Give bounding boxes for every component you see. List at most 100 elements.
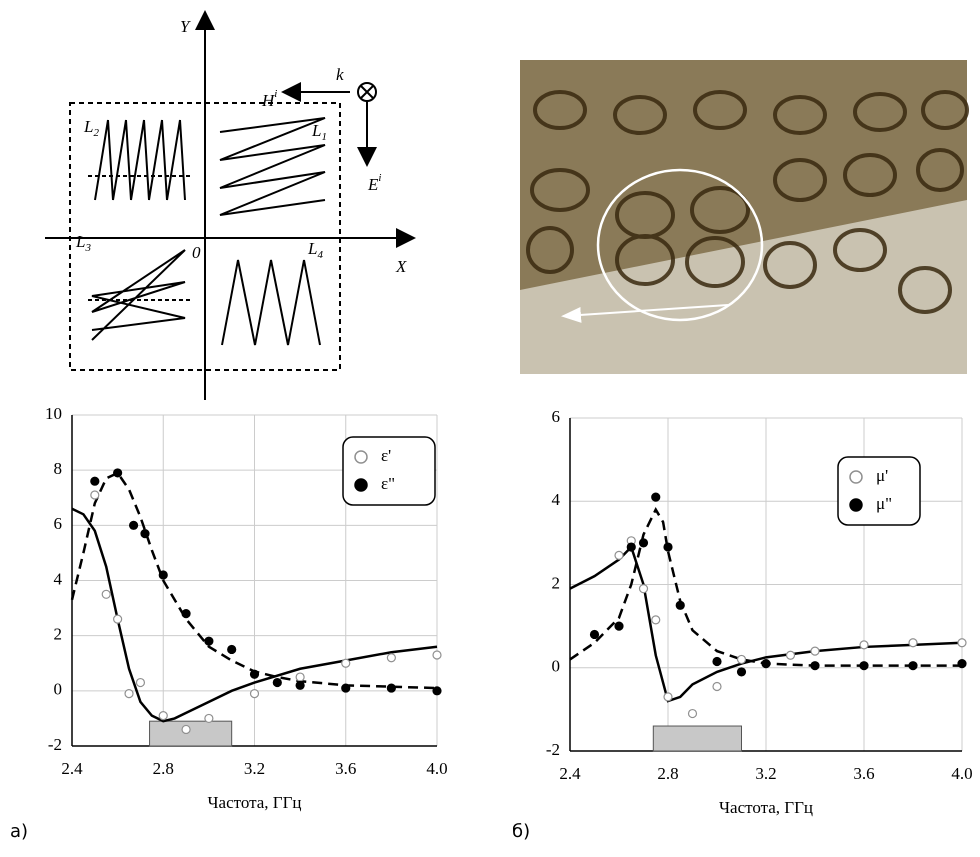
data-point bbox=[675, 600, 685, 610]
data-point bbox=[432, 686, 442, 696]
label-main: L bbox=[311, 121, 321, 140]
label-sub: 3 bbox=[84, 242, 91, 254]
diagram-label: Y bbox=[180, 17, 191, 36]
diagram-label: k bbox=[336, 65, 344, 84]
data-point bbox=[736, 667, 747, 677]
data-point bbox=[614, 550, 624, 560]
x-tick-label: 3.2 bbox=[244, 759, 265, 778]
label-main: 0 bbox=[192, 243, 201, 262]
y-tick-label: 2 bbox=[552, 573, 561, 592]
label-main: L bbox=[83, 117, 93, 136]
label-sub: 2 bbox=[93, 127, 99, 139]
data-point bbox=[432, 650, 442, 660]
label-main: Y bbox=[180, 17, 191, 36]
label-sub: 1 bbox=[321, 131, 327, 143]
y-tick-label: 0 bbox=[54, 680, 63, 699]
diagram-label: Hi bbox=[261, 88, 277, 110]
data-point bbox=[638, 584, 649, 594]
y-tick-label: 6 bbox=[54, 514, 63, 533]
data-point bbox=[589, 629, 600, 640]
x-axis-label: Частота, ГГц bbox=[719, 798, 813, 817]
data-point bbox=[181, 724, 191, 735]
data-point bbox=[135, 677, 146, 688]
y-tick-label: -2 bbox=[546, 740, 560, 759]
data-point bbox=[158, 570, 168, 580]
data-point bbox=[761, 658, 771, 669]
data-point bbox=[386, 653, 396, 663]
data-point bbox=[614, 621, 624, 631]
data-point bbox=[957, 658, 967, 669]
label-main: E bbox=[367, 175, 379, 194]
x-tick-label: 3.6 bbox=[853, 764, 874, 783]
data-point bbox=[651, 615, 661, 625]
x-tick-label: 2.4 bbox=[559, 764, 581, 783]
data-point bbox=[90, 490, 100, 500]
data-point bbox=[140, 529, 150, 539]
x-tick-label: 3.2 bbox=[755, 764, 776, 783]
photo bbox=[520, 60, 969, 374]
diagram-label: L3 bbox=[75, 232, 91, 254]
data-point bbox=[810, 661, 820, 671]
data-point bbox=[295, 680, 305, 690]
data-point bbox=[908, 638, 918, 648]
data-point bbox=[712, 656, 722, 667]
data-point bbox=[227, 644, 237, 655]
curve bbox=[569, 544, 963, 703]
data-point bbox=[663, 542, 673, 552]
data-point bbox=[859, 661, 869, 671]
x-tick-label: 2.4 bbox=[61, 759, 83, 778]
data-point bbox=[113, 614, 123, 624]
data-point bbox=[736, 654, 747, 665]
data-point bbox=[712, 681, 722, 692]
y-tick-label: 4 bbox=[54, 569, 63, 588]
y-tick-label: 4 bbox=[552, 490, 561, 509]
data-point bbox=[272, 677, 282, 688]
data-point bbox=[859, 640, 869, 650]
data-point bbox=[810, 646, 820, 656]
y-tick-label: 10 bbox=[45, 404, 62, 423]
y-tick-label: 6 bbox=[552, 407, 561, 426]
data-point bbox=[181, 608, 191, 619]
diagram-label: L4 bbox=[307, 239, 323, 261]
data-point bbox=[124, 688, 134, 699]
y-tick-label: 0 bbox=[552, 657, 561, 676]
legend-label: μ' bbox=[876, 466, 888, 485]
data-point bbox=[957, 638, 967, 648]
label-main: L bbox=[307, 239, 317, 258]
legend-label: μ" bbox=[876, 494, 892, 513]
data-point bbox=[341, 683, 351, 693]
data-point bbox=[638, 538, 649, 548]
data-point bbox=[204, 713, 214, 724]
data-point bbox=[386, 683, 396, 693]
y-tick-label: -2 bbox=[48, 735, 62, 754]
data-point bbox=[90, 476, 100, 486]
data-point bbox=[626, 542, 636, 552]
data-point bbox=[158, 711, 168, 721]
y-tick-label: 2 bbox=[54, 625, 63, 644]
data-point bbox=[113, 468, 123, 478]
x-tick-label: 4.0 bbox=[951, 764, 972, 783]
label-main: L bbox=[75, 232, 85, 251]
legend-label: ε' bbox=[381, 446, 391, 465]
x-tick-label: 2.8 bbox=[657, 764, 678, 783]
label-main: X bbox=[395, 257, 407, 276]
highlight-band bbox=[652, 725, 742, 752]
legend-marker bbox=[849, 470, 863, 484]
highlight-band bbox=[149, 720, 233, 747]
diagram-label: X bbox=[395, 257, 407, 276]
data-point bbox=[204, 636, 214, 646]
data-point bbox=[341, 658, 351, 668]
label-sub: 4 bbox=[317, 249, 323, 261]
label-main: H bbox=[261, 91, 276, 110]
data-point bbox=[101, 589, 111, 599]
y-tick-label: 8 bbox=[54, 459, 63, 478]
diagram-label: 0 bbox=[192, 243, 201, 262]
x-axis-label: Частота, ГГц bbox=[207, 793, 301, 812]
legend-marker bbox=[354, 450, 368, 464]
panel-label: а) bbox=[10, 821, 28, 842]
label-main: k bbox=[336, 65, 344, 84]
data-point bbox=[908, 661, 918, 671]
data-point bbox=[295, 672, 305, 682]
data-point bbox=[128, 520, 139, 530]
